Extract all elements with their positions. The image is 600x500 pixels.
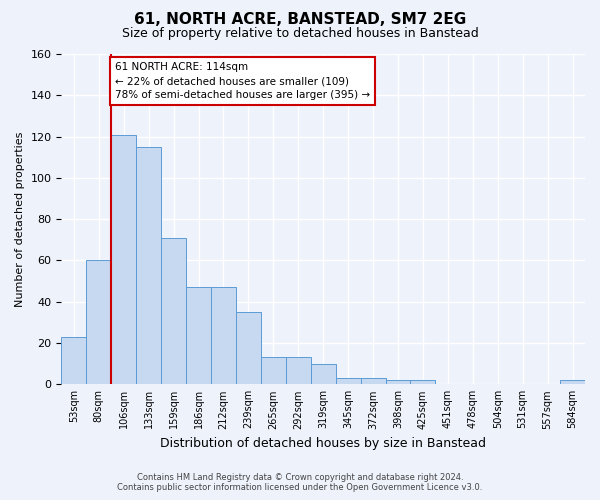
Text: 61 NORTH ACRE: 114sqm
← 22% of detached houses are smaller (109)
78% of semi-det: 61 NORTH ACRE: 114sqm ← 22% of detached …: [115, 62, 370, 100]
Text: Size of property relative to detached houses in Banstead: Size of property relative to detached ho…: [122, 28, 478, 40]
Bar: [311, 364, 335, 384]
Text: 61, NORTH ACRE, BANSTEAD, SM7 2EG: 61, NORTH ACRE, BANSTEAD, SM7 2EG: [134, 12, 466, 28]
Bar: [86, 260, 111, 384]
Bar: [361, 378, 386, 384]
Bar: [236, 312, 261, 384]
Y-axis label: Number of detached properties: Number of detached properties: [15, 132, 25, 307]
Bar: [410, 380, 436, 384]
Bar: [61, 337, 86, 384]
Text: Contains HM Land Registry data © Crown copyright and database right 2024.
Contai: Contains HM Land Registry data © Crown c…: [118, 473, 482, 492]
Bar: [111, 134, 136, 384]
Bar: [186, 288, 211, 384]
Bar: [261, 358, 286, 384]
Bar: [560, 380, 585, 384]
Bar: [161, 238, 186, 384]
Bar: [211, 288, 236, 384]
X-axis label: Distribution of detached houses by size in Banstead: Distribution of detached houses by size …: [160, 437, 486, 450]
Bar: [136, 147, 161, 384]
Bar: [386, 380, 410, 384]
Bar: [335, 378, 361, 384]
Bar: [286, 358, 311, 384]
